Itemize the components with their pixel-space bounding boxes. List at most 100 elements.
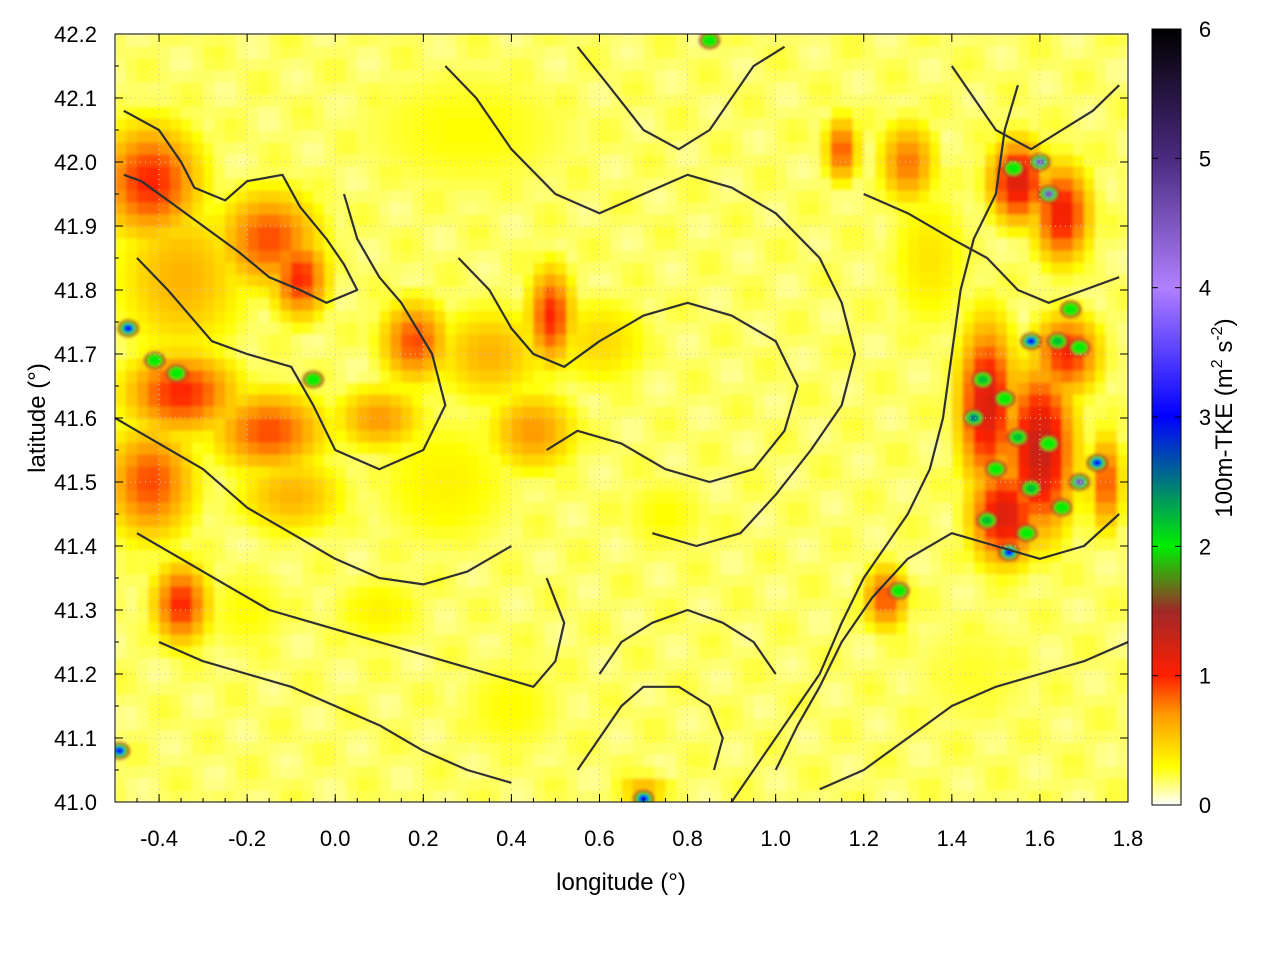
heatmap-cell [500,466,512,479]
heatmap-cell [533,178,546,191]
heatmap-cell [346,382,358,395]
heatmap-cell [885,274,898,287]
heatmap-cell [654,454,667,467]
heatmap-cell [181,754,193,767]
heatmap-cell [533,502,546,515]
heatmap-cell [357,154,369,167]
heatmap-cell [852,298,865,311]
heatmap-cell [786,382,799,395]
heatmap-cell [445,754,457,767]
heatmap-cell [643,250,656,263]
heatmap-cell [819,274,832,287]
heatmap-cell [511,262,523,275]
heatmap-cell [1017,550,1030,563]
heatmap-cell [1094,598,1107,611]
heatmap-cell [764,298,777,311]
heatmap-cell [555,334,568,347]
heatmap-cell [159,526,171,539]
heatmap-cell [489,274,501,287]
heatmap-cell [1039,706,1052,719]
heatmap-cell [698,358,711,371]
heatmap-cell [346,358,358,371]
heatmap-cell [379,562,391,575]
heatmap-cell [313,778,325,791]
heatmap-cell [1028,238,1041,251]
heatmap-cell [874,370,887,383]
heatmap-cell [588,310,601,323]
heatmap-cell [742,634,755,647]
heatmap-cell [401,166,413,179]
heatmap-cell [632,646,645,659]
heatmap-cell [632,622,645,635]
heatmap-cell [445,226,457,239]
heatmap-cell [621,514,634,527]
heatmap-cell [709,286,722,299]
heatmap-cell [709,310,722,323]
heatmap-cell [390,382,402,395]
heatmap-cell [896,538,909,551]
heatmap-cell [456,706,468,719]
heatmap-cell [192,694,204,707]
heatmap-cell [148,502,160,515]
heatmap-cell [621,454,634,467]
heatmap-cell [148,238,160,251]
heatmap-cell [863,670,876,683]
heatmap-cell [258,622,270,635]
heatmap-cell [841,202,854,215]
heatmap-cell [599,706,612,719]
heatmap-cell [896,682,909,695]
heatmap-cell [654,646,667,659]
heatmap-cell [1072,742,1085,755]
heatmap-cell [203,250,215,263]
heatmap-cell [280,502,292,515]
heatmap-cell [401,790,413,802]
heatmap-cell [962,706,975,719]
heatmap-cell [709,394,722,407]
heatmap-cell [478,646,490,659]
heatmap-cell [621,202,634,215]
heatmap-cell [973,622,986,635]
heatmap-cell [610,370,623,383]
heatmap-cell [170,514,182,527]
heatmap-cell [445,274,457,287]
heatmap-cell [918,790,931,802]
heatmap-cell [225,766,237,779]
heatmap-cell [291,226,303,239]
heatmap-cell [1094,706,1107,719]
heatmap-cell [137,718,149,731]
heatmap-cell [1072,214,1085,227]
heatmap-cell [720,538,733,551]
heatmap-cell [258,478,270,491]
heatmap-cell [357,478,369,491]
heatmap-cell [643,670,656,683]
heatmap-cell [973,574,986,587]
heatmap-cell [412,562,424,575]
heatmap-cell [885,214,898,227]
heatmap-cell [1105,790,1118,802]
heatmap-cell [1017,514,1030,527]
heatmap-cell [896,202,909,215]
heatmap-cell [797,238,810,251]
heatmap-cell [654,418,667,431]
heatmap-cell [115,670,127,683]
heatmap-cell [137,142,149,155]
heatmap-cell [566,166,579,179]
heatmap-cell [830,778,843,791]
heatmap-cell [390,454,402,467]
heatmap-cell [1083,610,1096,623]
heatmap-cell [929,250,942,263]
heatmap-cell [1039,166,1052,179]
heatmap-cell [566,562,579,575]
heatmap-cell [786,262,799,275]
heatmap-cell [214,466,226,479]
heatmap-cell [291,634,303,647]
heatmap-cell [115,178,127,191]
heatmap-cell [577,706,590,719]
heatmap-cell [148,466,160,479]
heatmap-cell [313,562,325,575]
heatmap-cell [962,382,975,395]
heatmap-cell [720,190,733,203]
heatmap-cell [1061,778,1074,791]
heatmap-cell [577,730,590,743]
heatmap-cell [192,622,204,635]
